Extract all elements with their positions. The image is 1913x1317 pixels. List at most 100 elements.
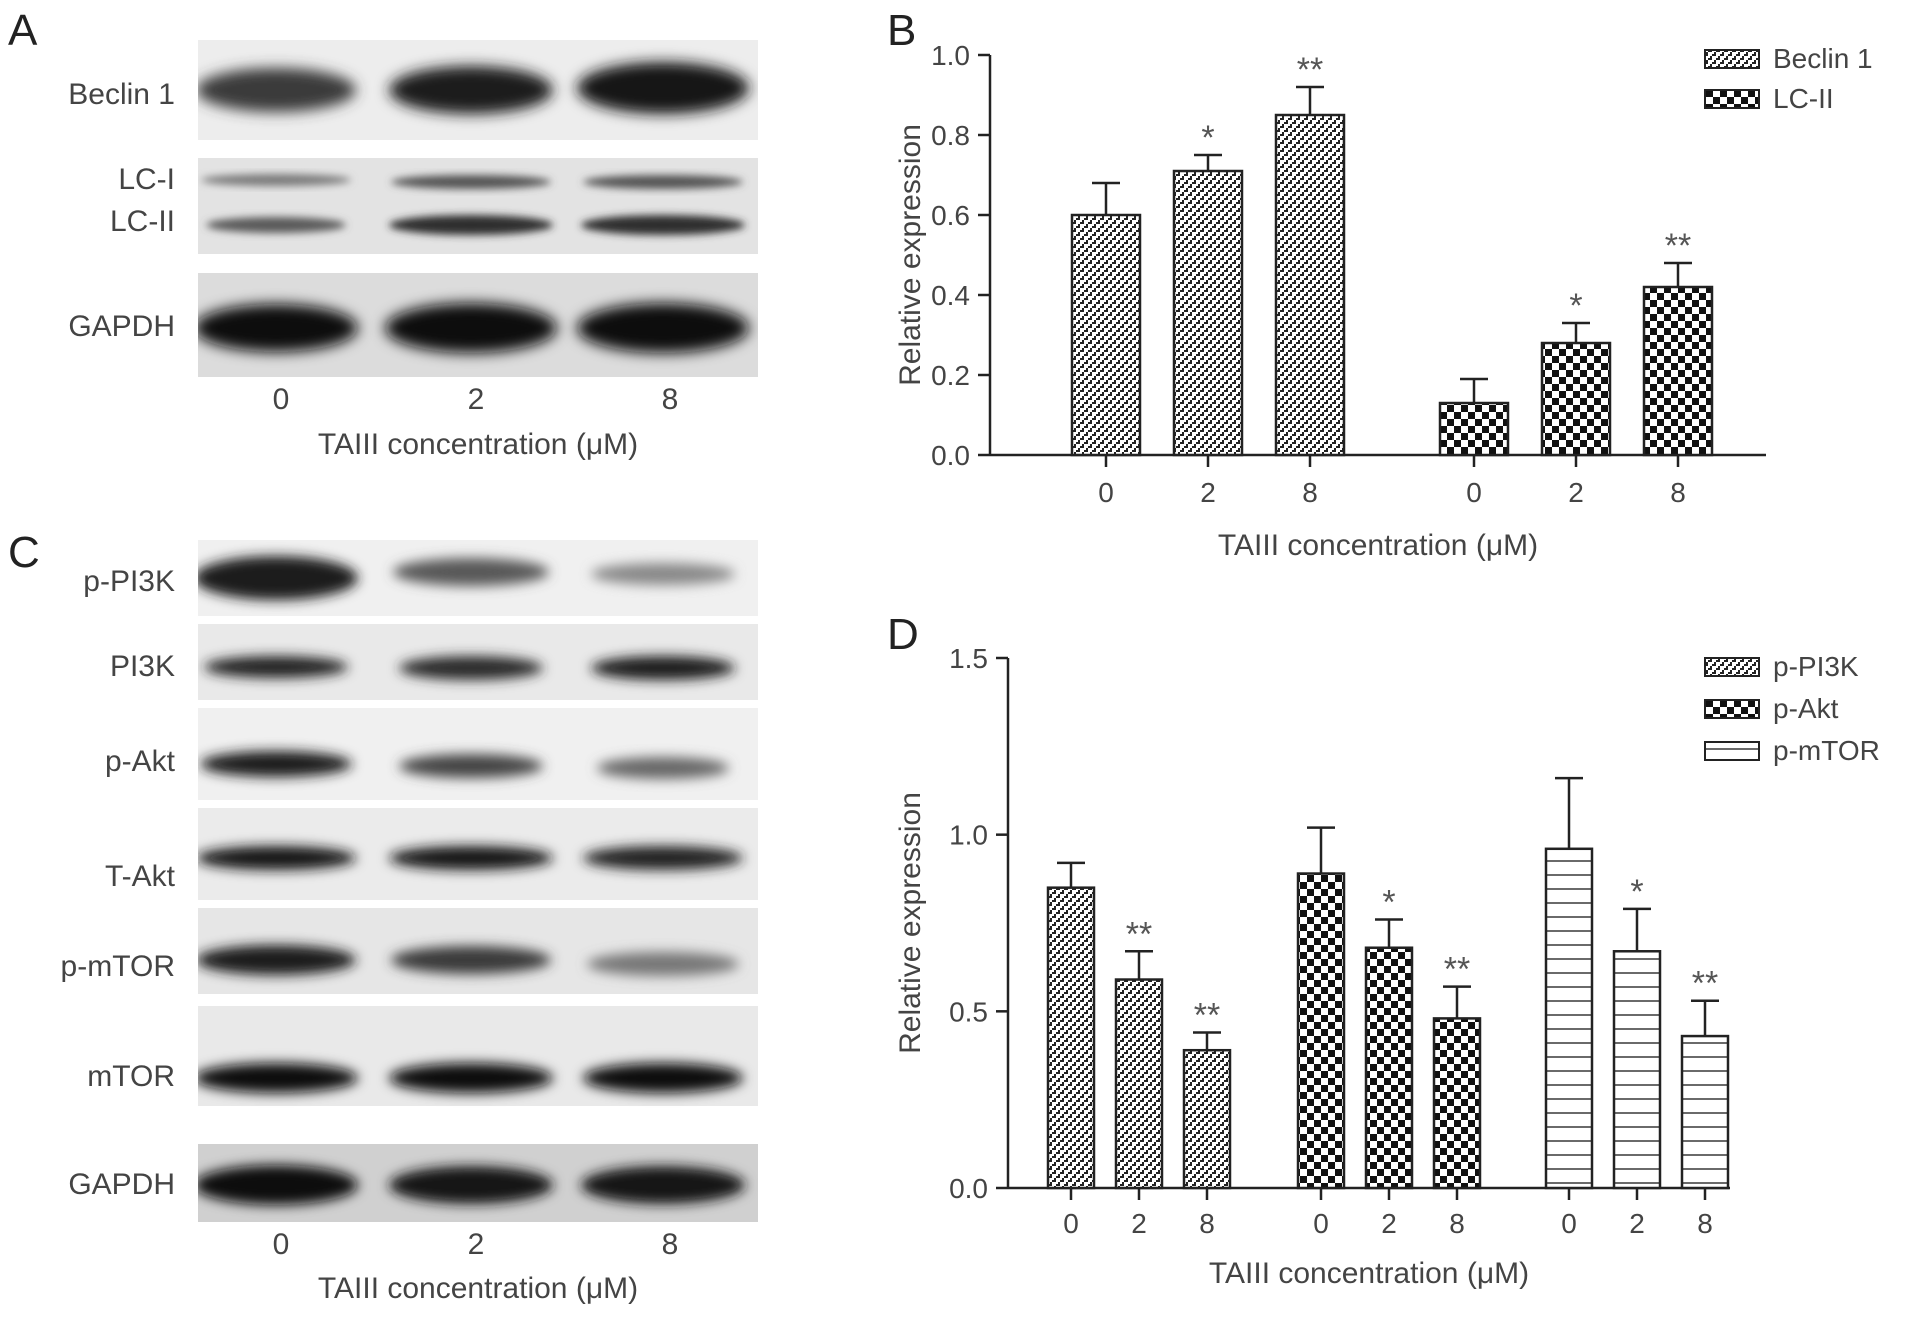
bar: [1182, 1048, 1232, 1190]
blot-x-title-a: TAIII concentration (μM): [317, 428, 639, 461]
blot-label-lc-ii: LC-II: [109, 205, 175, 238]
legend-swatch: [1704, 49, 1760, 69]
lane-label: 2: [467, 383, 485, 416]
bar: [1544, 847, 1594, 1190]
blot-label-p-akt: p-Akt: [104, 745, 175, 778]
band: [399, 754, 543, 778]
bar: [1642, 285, 1714, 457]
legend-swatch: [1704, 89, 1760, 109]
x-tick-label: 8: [1302, 477, 1318, 508]
band: [583, 175, 743, 189]
y-tick-label: 0.0: [949, 1173, 988, 1204]
bar: [1680, 1034, 1730, 1190]
bar: [1046, 886, 1096, 1190]
blot-label-mtor: mTOR: [87, 1060, 175, 1093]
band: [198, 846, 356, 870]
band: [391, 946, 551, 974]
bar: [1070, 213, 1142, 457]
y-axis-label: Relative expression: [894, 124, 927, 386]
legend-swatch: [1704, 741, 1760, 761]
blot-x-title-c: TAIII concentration (μM): [317, 1272, 639, 1305]
band: [389, 66, 553, 114]
band: [389, 1166, 553, 1204]
blot-label-pi3k: PI3K: [109, 650, 175, 683]
x-tick-label: 2: [1568, 477, 1584, 508]
blot-image-c: [198, 540, 758, 1222]
band: [577, 303, 749, 353]
significance-label: *: [1382, 883, 1395, 921]
significance-label: **: [1126, 915, 1152, 953]
legend-label: p-Akt: [1773, 693, 1839, 724]
bar: [1296, 872, 1346, 1190]
y-tick-label: 1.5: [949, 643, 988, 674]
y-tick-label: 1.0: [949, 820, 988, 851]
x-tick-label: 8: [1199, 1208, 1215, 1239]
band: [591, 563, 735, 585]
lane-label: 0: [272, 1228, 290, 1261]
y-axis-label: Relative expression: [894, 792, 927, 1054]
band: [587, 952, 739, 976]
y-tick-label: 0.8: [931, 120, 970, 151]
lane-label: 8: [661, 383, 679, 416]
x-tick-label: 0: [1063, 1208, 1079, 1239]
significance-label: *: [1201, 119, 1214, 157]
significance-label: **: [1444, 951, 1470, 989]
legend-swatch: [1704, 699, 1760, 719]
band: [389, 846, 553, 870]
band: [206, 217, 346, 233]
band: [198, 1063, 358, 1093]
band: [389, 1063, 553, 1093]
significance-label: **: [1692, 965, 1718, 1003]
y-tick-label: 0.0: [931, 440, 970, 471]
legend-label: LC-II: [1773, 83, 1834, 114]
bar: [1364, 946, 1414, 1190]
x-tick-label: 0: [1466, 477, 1482, 508]
legend-label: Beclin 1: [1773, 43, 1873, 74]
legend-swatch: [1704, 657, 1760, 677]
significance-label: *: [1630, 873, 1643, 911]
x-tick-label: 0: [1313, 1208, 1329, 1239]
band: [581, 1166, 745, 1204]
band: [385, 303, 557, 353]
x-axis-label: TAIII concentration (μM): [1209, 1257, 1529, 1290]
blot-label-gapdh: GAPDH: [68, 310, 175, 343]
x-tick-label: 8: [1449, 1208, 1465, 1239]
bar: [1432, 1017, 1482, 1190]
panel-letter-a: A: [8, 6, 38, 55]
band: [204, 656, 348, 678]
band: [591, 656, 735, 680]
band: [198, 1165, 358, 1205]
band: [581, 215, 745, 235]
blot-label-p-mtor: p-mTOR: [60, 950, 175, 983]
y-tick-label: 0.4: [931, 280, 970, 311]
bar: [1172, 169, 1244, 457]
blot-label-beclin1: Beclin 1: [68, 78, 175, 111]
significance-label: **: [1665, 227, 1691, 265]
x-tick-label: 8: [1697, 1208, 1713, 1239]
x-axis-label: TAIII concentration (μM): [1218, 529, 1538, 562]
band: [200, 751, 352, 777]
blot-label-p-pi3k: p-PI3K: [83, 565, 175, 598]
band: [198, 945, 356, 975]
band: [391, 175, 551, 189]
blot-label-gapdh: GAPDH: [68, 1168, 175, 1201]
legend-label: p-mTOR: [1773, 735, 1880, 766]
bar: [1612, 950, 1662, 1190]
band: [389, 215, 553, 235]
significance-label: **: [1297, 51, 1323, 89]
lane-label: 8: [661, 1228, 679, 1261]
band: [399, 656, 543, 680]
x-tick-label: 2: [1629, 1208, 1645, 1239]
band: [393, 558, 549, 586]
band: [198, 304, 358, 352]
y-tick-label: 0.5: [949, 996, 988, 1027]
panel-letter-d: D: [887, 610, 919, 659]
x-tick-label: 0: [1098, 477, 1114, 508]
blot-label-t-akt: T-Akt: [104, 860, 175, 893]
band: [583, 846, 743, 870]
significance-label: **: [1194, 997, 1220, 1035]
blot-image-a: [198, 40, 758, 377]
band: [577, 62, 749, 114]
band: [198, 68, 356, 112]
